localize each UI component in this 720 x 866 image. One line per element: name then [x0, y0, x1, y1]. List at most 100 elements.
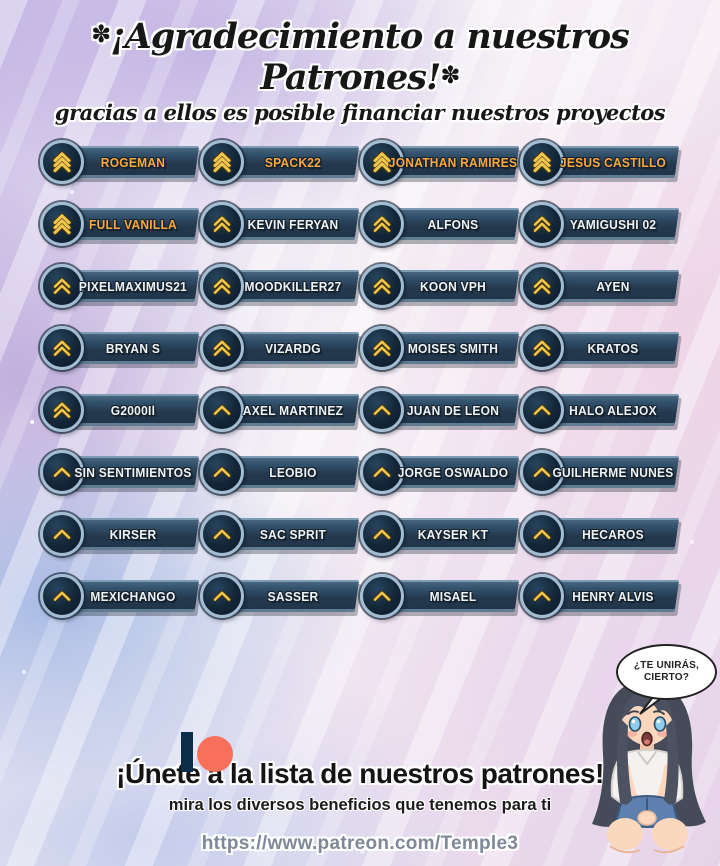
- rank-chevron-icon: [360, 388, 404, 432]
- patron-badge: JORGE OSWALDO: [360, 450, 520, 494]
- patron-name: SASSER: [267, 588, 319, 604]
- rank-chevron-icon: [40, 574, 84, 618]
- patron-name: HALO ALEJOX: [569, 402, 657, 418]
- patron-name: KAYSER KT: [417, 526, 489, 542]
- rank-chevron-icon: [360, 512, 404, 556]
- rank-chevron-icon: [520, 388, 564, 432]
- rank-chevron-icon: [520, 512, 564, 556]
- rank-chevron-icon: [360, 140, 404, 184]
- patreon-logo-bar: [181, 732, 193, 772]
- rank-chevron-icon: [40, 140, 84, 184]
- rank-chevron-icon: [40, 512, 84, 556]
- patron-grid: ROGEMAN SPACK22 JONATHAN RAMIRES JESUS CAST…: [40, 140, 680, 618]
- patreon-logo-circle: [197, 736, 233, 772]
- patron-badge: VIZARDG: [200, 326, 360, 370]
- rank-chevron-icon: [200, 202, 244, 246]
- patron-name: YAMIGUSHI 02: [569, 216, 657, 232]
- rank-chevron-icon: [200, 326, 244, 370]
- patron-badge: G2000Il: [40, 388, 200, 432]
- leaf-ornament-icon: ✽: [440, 61, 460, 89]
- patron-name: HENRY ALVIS: [572, 588, 654, 604]
- patron-badge: SAC SPRIT: [200, 512, 360, 556]
- rank-chevron-icon: [200, 512, 244, 556]
- patron-name: SPACK22: [264, 154, 322, 170]
- patron-name: AYEN: [596, 278, 630, 294]
- patron-badge: MOODKILLER27: [200, 264, 360, 308]
- patron-badge: KIRSER: [40, 512, 200, 556]
- patron-name: JUAN DE LEON: [406, 402, 500, 418]
- rank-chevron-icon: [200, 450, 244, 494]
- patron-badge: KAYSER KT: [360, 512, 520, 556]
- patron-name: PIXELMAXIMUS21: [78, 278, 188, 294]
- patron-badge: HECAROS: [520, 512, 680, 556]
- patron-name: G2000Il: [110, 402, 156, 418]
- speech-bubble-line2: CIERTO?: [643, 672, 690, 683]
- patron-name: JONATHAN RAMIRES: [388, 154, 518, 170]
- footer: ¡Únete a la lista de nuestros patrones! …: [0, 722, 720, 855]
- patron-name: KEVIN FERYAN: [247, 216, 339, 232]
- patron-name: KRATOS: [587, 340, 639, 356]
- patron-badge: MEXICHANGO: [40, 574, 200, 618]
- patron-name: MEXICHANGO: [90, 588, 176, 604]
- patron-name: AXEL MARTINEZ: [242, 402, 344, 418]
- rank-chevron-icon: [40, 388, 84, 432]
- sparkle-dots: [30, 420, 34, 424]
- patron-name: LEOBIO: [269, 464, 317, 480]
- patron-badge: MOISES SMITH: [360, 326, 520, 370]
- header: ✽¡Agradecimiento a nuestros Patrones!✽ g…: [0, 16, 720, 125]
- patron-name: MOODKILLER27: [244, 278, 342, 294]
- patron-badge: HALO ALEJOX: [520, 388, 680, 432]
- cta-headline: ¡Únete a la lista de nuestros patrones!: [116, 758, 604, 789]
- patron-badge: FULL VANILLA: [40, 202, 200, 246]
- patron-name: KOON VPH: [419, 278, 487, 294]
- rank-chevron-icon: [520, 574, 564, 618]
- patron-badge: SPACK22: [200, 140, 360, 184]
- patron-name: FULL VANILLA: [89, 216, 177, 232]
- patron-name: SIN SENTIMIENTOS: [74, 464, 192, 480]
- rank-chevron-icon: [200, 140, 244, 184]
- page-title-text: ¡Agradecimiento a nuestros Patrones!: [110, 16, 630, 98]
- patron-badge: JONATHAN RAMIRES: [360, 140, 520, 184]
- rank-chevron-icon: [200, 574, 244, 618]
- patron-badge: KRATOS: [520, 326, 680, 370]
- cta-subline: mira los diversos beneficios que tenemos…: [168, 796, 552, 814]
- rank-chevron-icon: [360, 574, 404, 618]
- patreon-logo-icon: [181, 730, 237, 774]
- patron-name: MOISES SMITH: [407, 340, 499, 356]
- rank-chevron-icon: [360, 326, 404, 370]
- speech-bubble-line1: ¿TE UNIRÁS,: [634, 660, 699, 671]
- patron-badge: SASSER: [200, 574, 360, 618]
- patron-name: GUILHERME NUNES: [552, 464, 674, 480]
- rank-chevron-icon: [520, 326, 564, 370]
- patron-name: SAC SPRIT: [259, 526, 327, 542]
- rank-chevron-icon: [520, 202, 564, 246]
- rank-chevron-icon: [200, 388, 244, 432]
- patron-badge: YAMIGUSHI 02: [520, 202, 680, 246]
- patron-badge: ALFONS: [360, 202, 520, 246]
- patron-name: VIZARDG: [265, 340, 321, 356]
- patron-badge: BRYAN S: [40, 326, 200, 370]
- rank-chevron-icon: [360, 202, 404, 246]
- patron-name: JORGE OSWALDO: [397, 464, 509, 480]
- rank-chevron-icon: [360, 264, 404, 308]
- patron-badge: SIN SENTIMIENTOS: [40, 450, 200, 494]
- rank-chevron-icon: [40, 264, 84, 308]
- patron-badge: KEVIN FERYAN: [200, 202, 360, 246]
- page-title: ✽¡Agradecimiento a nuestros Patrones!✽: [0, 16, 720, 98]
- rank-chevron-icon: [40, 326, 84, 370]
- patreon-url-link[interactable]: https://www.patreon.com/Temple3: [201, 833, 519, 854]
- patron-name: ROGEMAN: [100, 154, 166, 170]
- rank-chevron-icon: [40, 202, 84, 246]
- patron-name: ALFONS: [427, 216, 479, 232]
- speech-bubble: ¿TE UNIRÁS, CIERTO?: [616, 644, 717, 700]
- patron-name: MISAEL: [429, 588, 477, 604]
- patron-badge: KOON VPH: [360, 264, 520, 308]
- patron-badge: JUAN DE LEON: [360, 388, 520, 432]
- patron-badge: ROGEMAN: [40, 140, 200, 184]
- rank-chevron-icon: [200, 264, 244, 308]
- patron-badge: LEOBIO: [200, 450, 360, 494]
- patron-badge: PIXELMAXIMUS21: [40, 264, 200, 308]
- rank-chevron-icon: [520, 264, 564, 308]
- patron-name: JESUS CASTILLO: [559, 154, 667, 170]
